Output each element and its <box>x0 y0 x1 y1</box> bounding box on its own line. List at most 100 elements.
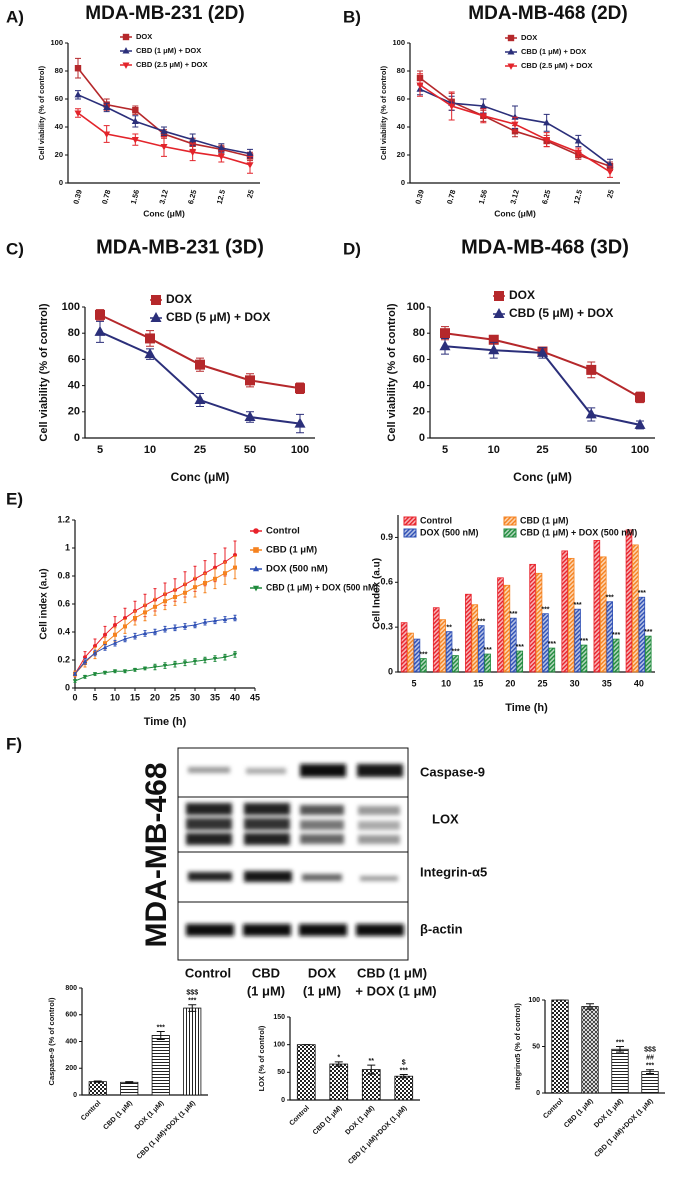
data-point <box>511 121 519 129</box>
legend-label: DOX <box>166 292 192 306</box>
data-point <box>574 149 582 157</box>
x-tick-label: 15 <box>130 692 140 702</box>
data-point <box>74 110 82 117</box>
significance-label: *** <box>612 632 620 639</box>
x-tick-label: 1.56 <box>477 189 489 205</box>
x-tick-label: CBD (1 μM) <box>312 1105 344 1137</box>
x-tick-label: 40 <box>634 678 644 688</box>
y-tick-label: 40 <box>68 380 80 392</box>
y-tick-label: 0.8 <box>57 570 70 580</box>
data-point <box>537 346 548 357</box>
y-tick-label: 100 <box>407 301 425 313</box>
x-tick-label: 25 <box>170 692 180 702</box>
legend-label: CBD (2.5 μM) + DOX <box>136 60 207 69</box>
data-point <box>192 622 198 627</box>
legend-label: CBD (1 μM) <box>266 545 317 556</box>
legend-label: DOX (500 nM) <box>266 564 328 575</box>
x-tick-label: 10 <box>144 444 156 456</box>
y-tick-label: 40 <box>413 380 425 392</box>
significance-label: ** <box>369 1058 375 1065</box>
panel-label: C) <box>6 239 24 258</box>
x-tick-label: 5 <box>442 444 448 456</box>
data-point <box>246 162 254 169</box>
x-tick-label: Control <box>288 1105 311 1128</box>
data-point <box>195 359 205 370</box>
lane-label: CBD <box>252 965 280 980</box>
band <box>244 818 290 830</box>
data-point <box>162 664 168 668</box>
data-point <box>160 144 168 151</box>
error-bar <box>367 1064 376 1075</box>
legend-marker <box>494 291 504 301</box>
bar <box>529 563 536 673</box>
y-tick-label: 800 <box>65 985 77 992</box>
y-tick-label: 0 <box>73 1092 77 1099</box>
band <box>300 820 344 830</box>
error-bar <box>399 1074 408 1079</box>
significance-label: *** <box>516 644 524 651</box>
data-point <box>202 619 208 624</box>
x-tick-label: 1.56 <box>129 189 141 205</box>
y-tick-label: 0.6 <box>57 598 70 608</box>
y-tick-label: 1.2 <box>57 514 70 524</box>
band <box>300 805 344 815</box>
legend-marker <box>253 547 259 553</box>
x-tick-label: 0.78 <box>100 189 112 205</box>
bar <box>420 658 427 673</box>
y-tick-label: 0 <box>65 682 70 692</box>
data-point <box>82 659 88 663</box>
legend-marker <box>252 565 260 572</box>
legend-label: CBD (1 μM) + DOX (500 nM) <box>266 583 378 594</box>
bar <box>432 607 440 673</box>
band <box>188 872 232 881</box>
data-point <box>440 328 450 339</box>
y-tick-label: 60 <box>413 353 425 365</box>
bar <box>644 635 652 673</box>
x-tick-label: 3.12 <box>157 189 169 205</box>
y-tick-label: 0 <box>388 666 393 676</box>
x-axis-label: Conc (μM) <box>171 470 230 484</box>
y-axis-label: Cell viability (% of control) <box>37 65 46 160</box>
chart-title: MDA-MB-231 (2D) <box>85 3 244 24</box>
significance-label: *** <box>638 590 646 597</box>
band <box>244 871 292 882</box>
data-point <box>145 333 155 344</box>
y-tick-label: 0.6 <box>380 577 393 587</box>
band <box>357 764 403 777</box>
x-tick-label: 25 <box>536 444 548 456</box>
legend-marker <box>507 63 515 70</box>
y-tick-label: 80 <box>413 327 425 339</box>
x-tick-label: 100 <box>631 444 649 456</box>
x-tick-label: CBD (1 μM) <box>102 1100 134 1132</box>
x-axis-label: Conc (μM) <box>494 208 536 218</box>
data-point <box>244 411 256 422</box>
band <box>358 806 400 815</box>
x-tick-label: 0.39 <box>71 189 83 205</box>
bar <box>580 644 588 673</box>
x-tick-label: 3.12 <box>508 189 520 205</box>
data-point <box>233 565 237 570</box>
data-point <box>193 585 197 590</box>
y-tick-label: 600 <box>65 1012 77 1019</box>
data-point <box>543 118 551 126</box>
data-point <box>294 417 306 428</box>
x-axis-label: Time (h) <box>144 716 187 728</box>
error-bar <box>188 1004 197 1012</box>
data-point <box>152 665 158 670</box>
significance-label: ** <box>446 624 452 631</box>
y-axis-label: Cell Index (a.u) <box>372 558 383 629</box>
x-axis-label: Time (h) <box>505 702 548 714</box>
band <box>246 768 286 774</box>
data-point <box>189 135 197 143</box>
y-tick-label: 100 <box>50 38 63 47</box>
bar <box>574 608 581 673</box>
significance-label: *** <box>477 618 485 625</box>
chart-title: MDA-MB-468 (3D) <box>461 236 629 258</box>
lane-label: DOX <box>308 965 337 980</box>
bar <box>516 650 524 673</box>
bar <box>413 638 421 673</box>
legend-marker <box>507 34 515 42</box>
bar <box>497 577 504 673</box>
data-point <box>194 394 206 405</box>
legend-marker <box>252 585 260 592</box>
